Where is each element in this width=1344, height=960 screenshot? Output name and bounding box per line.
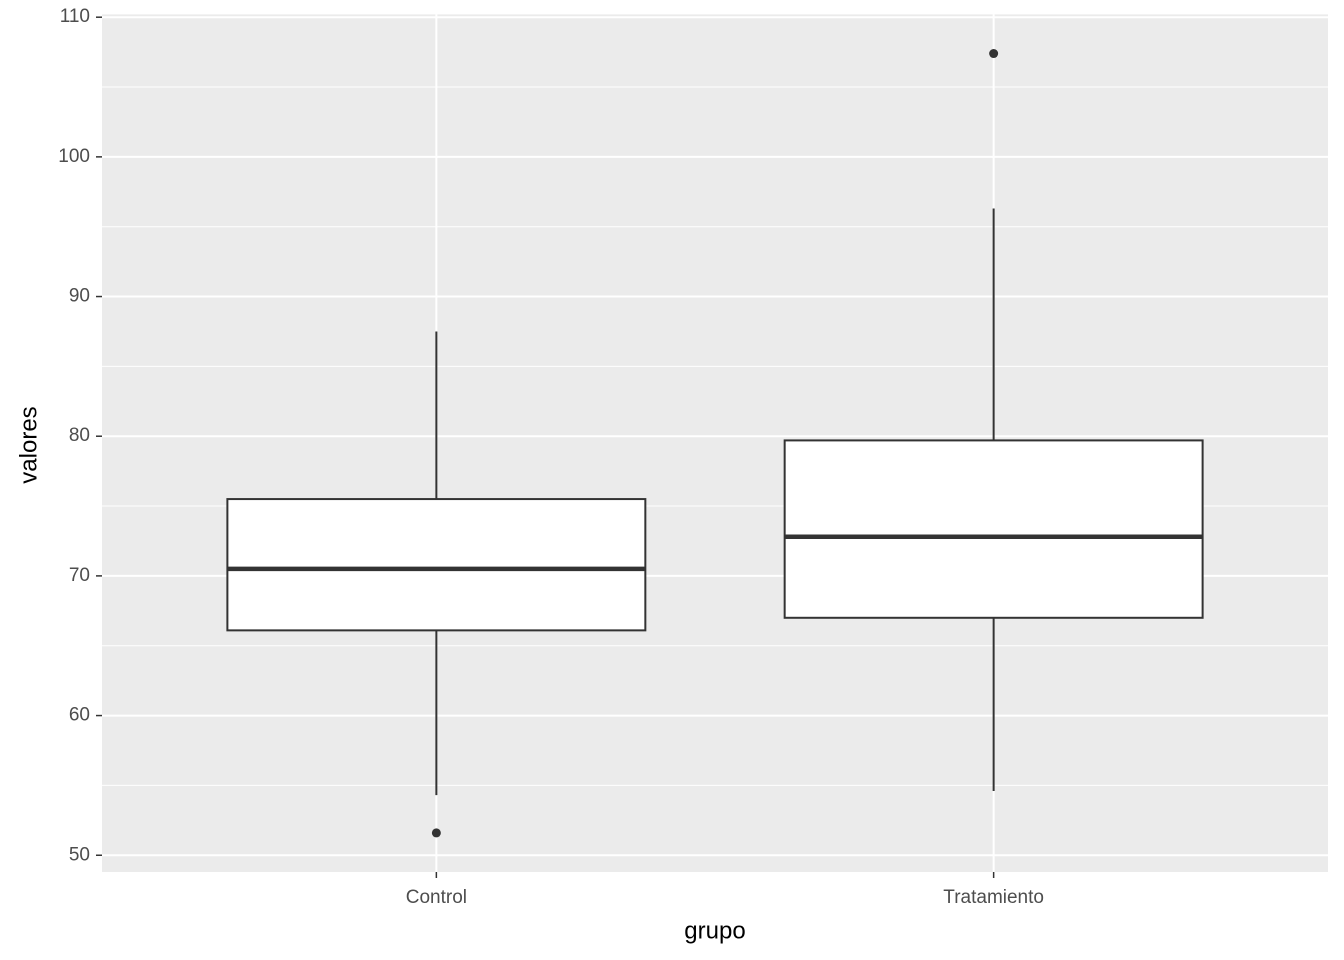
outlier [431,828,441,838]
x-tick-label: Control [406,887,467,908]
y-tick-label: 90 [69,286,90,307]
outlier [989,49,999,59]
x-axis-title: grupo [684,917,745,944]
x-tick-label: Tratamiento [943,887,1044,908]
y-tick-label: 50 [69,844,90,865]
y-tick-label: 60 [69,705,90,726]
box [783,439,1204,619]
y-tick-label: 80 [69,425,90,446]
y-axis-title: valores [15,406,42,483]
y-tick-label: 70 [69,565,90,586]
y-tick-label: 110 [60,6,90,27]
box [226,498,647,632]
y-tick-label: 100 [58,146,90,167]
